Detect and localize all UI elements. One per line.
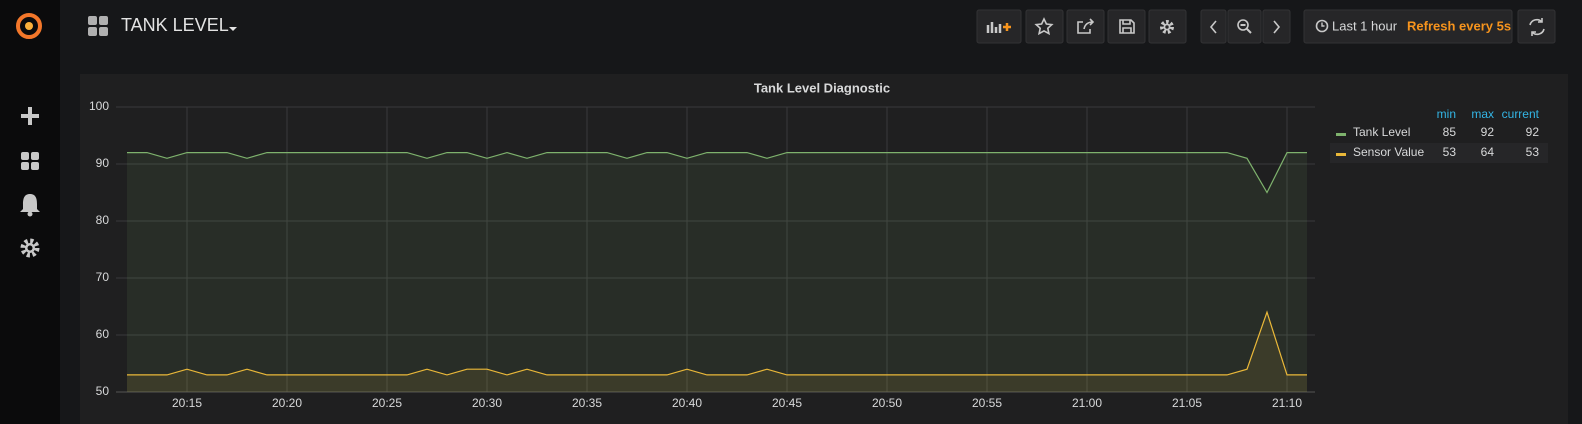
x-tick-label: 21:10 [1272,396,1302,410]
x-tick-label: 20:25 [372,396,402,410]
legend-column-header: min [1437,107,1456,121]
zoom-out-button[interactable] [1227,9,1262,44]
x-tick-label: 20:30 [472,396,502,410]
x-tick-label: 20:40 [672,396,702,410]
panel [80,74,1568,424]
legend-row-bg [1330,143,1548,163]
x-tick-label: 20:15 [172,396,202,410]
y-tick-label: 80 [96,213,110,227]
y-tick-label: 100 [89,99,109,113]
area-fill [127,152,1307,392]
x-tick-label: 20:45 [772,396,802,410]
title-caret[interactable] [229,27,237,31]
legend: min max current Tank Level 85 92 92 Sensor Valu… [1330,107,1548,163]
configuration-icon[interactable] [20,238,40,258]
x-tick-label: 21:05 [1172,396,1202,410]
legend-value: 85 [1443,125,1457,139]
legend-value: 92 [1526,125,1540,139]
grafana-logo[interactable] [16,13,42,39]
settings-button[interactable] [1148,9,1187,44]
y-tick-label: 50 [96,384,110,398]
dashboard-title[interactable]: TANK LEVEL [121,15,229,35]
legend-column-header: current [1502,107,1540,121]
y-tick-label: 70 [96,270,110,284]
x-tick-label: 20:55 [972,396,1002,410]
legend-value: 53 [1526,145,1540,159]
add-panel-button[interactable] [976,9,1022,44]
y-tick-label: 90 [96,156,110,170]
save-button[interactable] [1107,9,1146,44]
legend-value: 92 [1481,125,1495,139]
legend-label: Tank Level [1353,125,1410,139]
time-range[interactable]: Last 1 hour [1332,18,1398,33]
time-picker-button[interactable]: Last 1 hour Refresh every 5s [1303,9,1513,44]
refresh-button[interactable] [1517,9,1556,44]
star-button[interactable] [1025,9,1064,44]
refresh-interval[interactable]: Refresh every 5s [1407,18,1511,33]
legend-value: 64 [1481,145,1495,159]
x-tick-label: 21:00 [1072,396,1102,410]
panel-title[interactable]: Tank Level Diagnostic [754,80,890,95]
legend-label: Sensor Value [1353,145,1424,159]
x-tick-label: 20:35 [572,396,602,410]
time-forward-button[interactable] [1262,9,1291,44]
x-tick-label: 20:50 [872,396,902,410]
legend-value: 53 [1443,145,1457,159]
legend-swatch [1336,133,1346,136]
x-tick-label: 20:20 [272,396,302,410]
dashboards-icon[interactable] [21,152,39,170]
share-button[interactable] [1066,9,1105,44]
dashboard-icon [88,16,108,36]
area-fill [127,312,1307,392]
time-back-button[interactable] [1200,9,1227,44]
series-line [127,310,1307,376]
create-icon[interactable] [21,107,39,125]
plot: 50 60 70 80 90 100 20:15 20:20 20:25 20:30 20:35 20… [89,99,1315,410]
series-line [127,151,1307,194]
legend-swatch [1336,153,1346,156]
alerting-icon[interactable] [20,194,40,217]
legend-column-header: max [1471,107,1494,121]
y-tick-label: 60 [96,327,110,341]
